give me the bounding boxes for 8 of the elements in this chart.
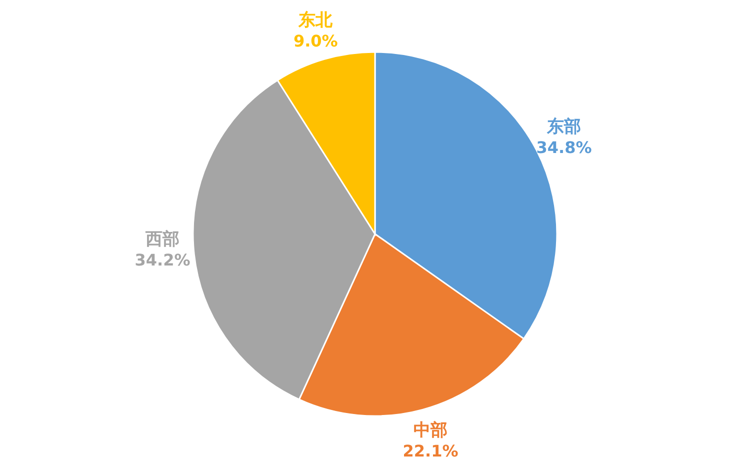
slice-label: 东北	[298, 10, 334, 30]
slice-label: 中部	[413, 420, 448, 441]
data-label: 34.2%	[134, 250, 190, 270]
data-label: 22.1%	[402, 442, 458, 461]
data-label: 9.0%	[293, 32, 338, 50]
slice-label: 东部	[546, 116, 582, 137]
slice-label: 西部	[144, 229, 180, 250]
data-label: 34.8%	[536, 138, 592, 157]
